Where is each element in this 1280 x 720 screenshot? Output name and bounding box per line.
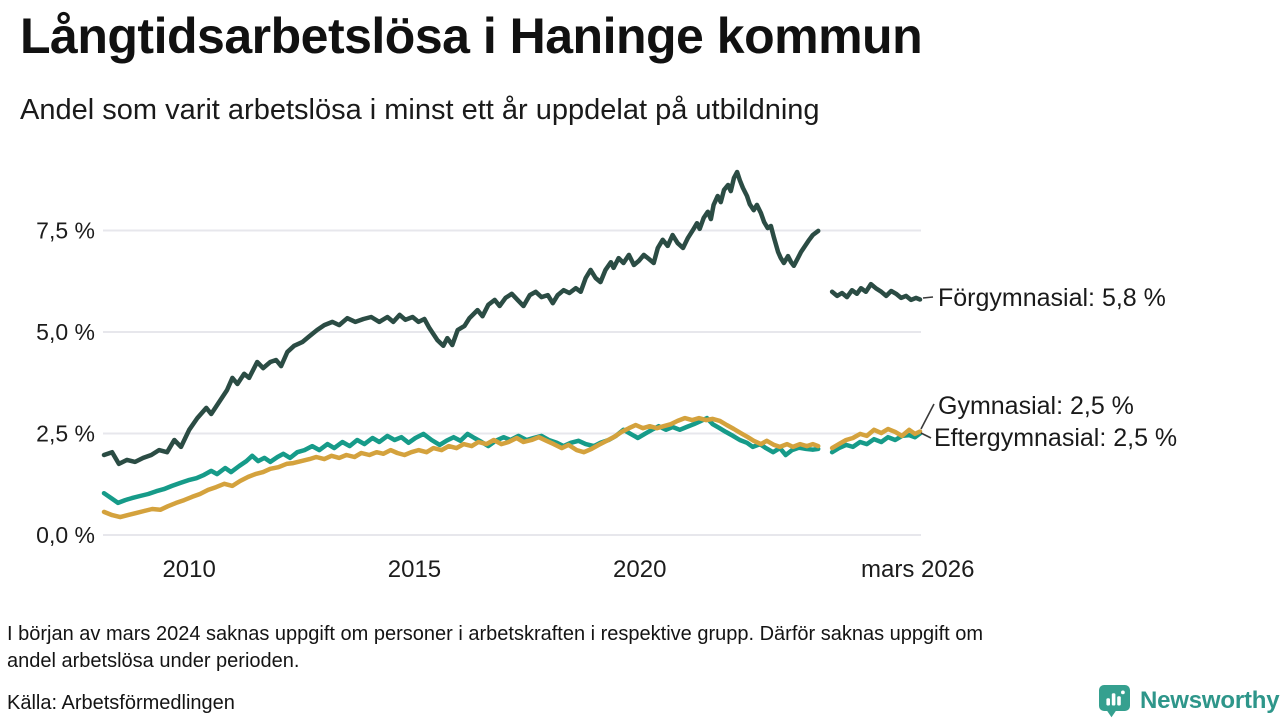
series-line-eftergymnasial [829, 426, 923, 451]
y-tick-label: 5,0 % [36, 319, 95, 345]
series-line-forgymnasial [101, 169, 821, 467]
y-tick-label: 0,0 % [36, 522, 95, 548]
x-tick-label: 2010 [162, 556, 215, 583]
page-title: Långtidsarbetslösa i Haninge kommun [20, 8, 923, 64]
footnote-line: andel arbetslösa under perioden. [7, 650, 300, 672]
newsworthy-wordmark: Newsworthy [1140, 687, 1280, 714]
newsworthy-logo: Newsworthy [1098, 684, 1280, 718]
series-end-label-forgymnasial: Förgymnasial: 5,8 % [938, 284, 1166, 312]
label-connector-forgymnasial [922, 296, 934, 299]
footnote: I början av mars 2024 saknas uppgift om … [7, 621, 983, 675]
y-tick-label: 2,5 % [36, 421, 95, 447]
series-line-eftergymnasial [101, 415, 821, 520]
x-tick-label: 2015 [388, 556, 441, 583]
page-subtitle: Andel som varit arbetslösa i minst ett å… [20, 94, 820, 126]
y-tick-label: 7,5 % [36, 218, 95, 244]
x-tick-label: 2020 [613, 556, 666, 583]
newsworthy-bubble-chart-icon [1099, 685, 1130, 718]
series-end-label-gymnasial: Gymnasial: 2,5 % [938, 392, 1134, 420]
series-end-label-eftergymnasial: Eftergymnasial: 2,5 % [934, 424, 1178, 452]
series-line-forgymnasial [829, 281, 923, 303]
series-line-gymnasial [829, 431, 923, 455]
label-connector-eftergymnasial [920, 432, 932, 439]
source-credit: Källa: Arbetsförmedlingen [7, 692, 235, 714]
footnote-line: I början av mars 2024 saknas uppgift om … [7, 623, 984, 645]
x-tick-label: mars 2026 [861, 556, 974, 583]
label-connector-gymnasial [920, 403, 935, 430]
